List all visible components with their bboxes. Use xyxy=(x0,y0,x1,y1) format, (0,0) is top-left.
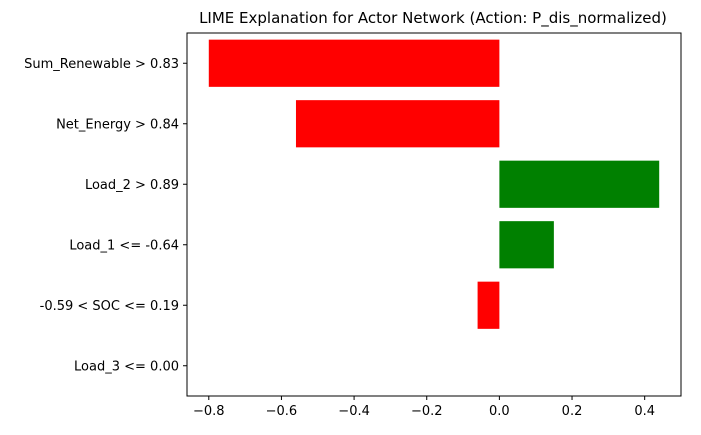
x-tick-label-2: −0.4 xyxy=(338,404,370,419)
y-tick-label-1: Net_Energy > 0.84 xyxy=(56,117,179,132)
y-tick-label-5: Load_3 <= 0.00 xyxy=(74,359,179,374)
x-axis-ticks: −0.8 −0.6 −0.4 −0.2 0.0 0.2 0.4 xyxy=(193,396,655,419)
y-tick-label-2: Load_2 > 0.89 xyxy=(85,178,179,193)
bars-group xyxy=(208,39,660,329)
x-tick-label-1: −0.6 xyxy=(266,404,298,419)
bar-3 xyxy=(499,221,554,269)
x-tick-label-4: 0.0 xyxy=(489,404,510,419)
plot-area-frame xyxy=(186,32,682,397)
bar-1 xyxy=(295,100,500,148)
y-axis-ticks: Sum_Renewable > 0.83 Net_Energy > 0.84 Loa… xyxy=(24,57,187,374)
chart-title: LIME Explanation for Actor Network (Acti… xyxy=(199,9,667,28)
y-tick-label-4: -0.59 < SOC <= 0.19 xyxy=(40,299,179,314)
y-tick-label-3: Load_1 <= -0.64 xyxy=(69,238,179,253)
x-tick-label-3: −0.2 xyxy=(411,404,443,419)
bar-4 xyxy=(477,281,500,329)
y-tick-label-0: Sum_Renewable > 0.83 xyxy=(24,57,179,72)
bar-2 xyxy=(499,160,660,208)
bar-0 xyxy=(208,39,500,87)
x-tick-label-6: 0.4 xyxy=(634,404,655,419)
x-tick-label-0: −0.8 xyxy=(193,404,225,419)
x-tick-label-5: 0.2 xyxy=(562,404,583,419)
